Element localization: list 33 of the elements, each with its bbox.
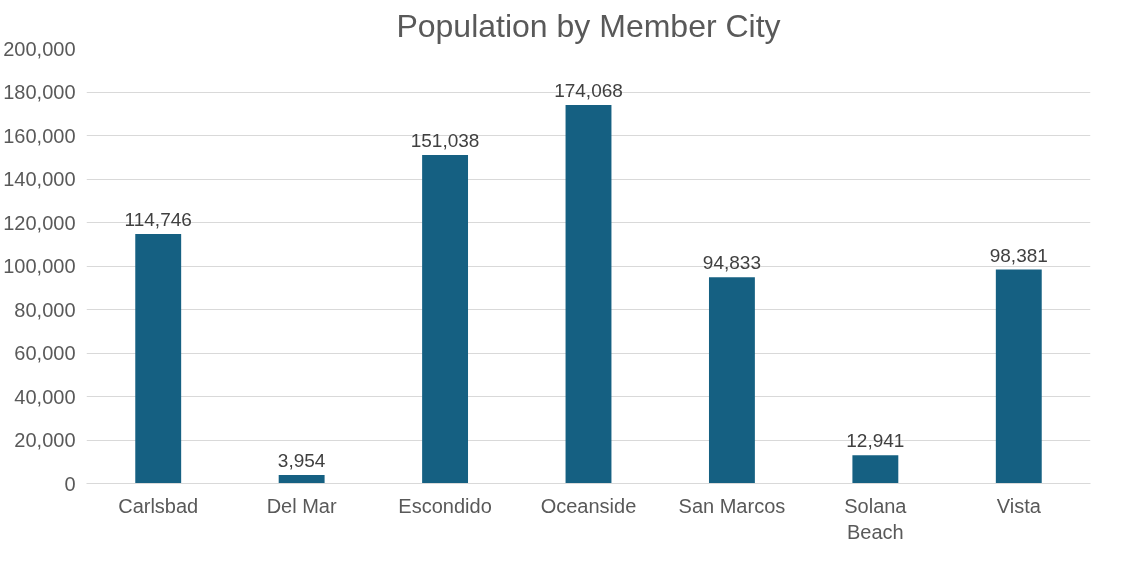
- y-tick-label: 140,000: [3, 168, 76, 190]
- data-label: 12,941: [846, 430, 905, 452]
- bar: [135, 233, 182, 484]
- bar: [278, 474, 325, 484]
- y-tick-label: 120,000: [3, 211, 76, 234]
- data-label: 94,833: [702, 252, 761, 274]
- y-tick-label: 200,000: [3, 37, 76, 60]
- data-label: 3,954: [277, 449, 326, 471]
- y-tick-label: 100,000: [3, 255, 76, 277]
- y-tick-label: 0: [64, 472, 76, 495]
- x-tick-label: Del Mar: [266, 494, 337, 517]
- y-tick-label: 20,000: [14, 429, 76, 451]
- y-tick-label: 60,000: [14, 342, 76, 364]
- x-tick-label: Escondido: [398, 494, 492, 517]
- y-tick-label: 40,000: [14, 385, 76, 408]
- x-tick-label: Oceanside: [540, 494, 637, 517]
- x-tick-label: Vista: [996, 494, 1042, 517]
- x-tick-label: San Marcos: [678, 494, 786, 517]
- bar: [852, 455, 899, 484]
- y-tick-label: 80,000: [14, 298, 76, 321]
- x-tick-label: Solana Beach: [844, 494, 908, 543]
- data-label: 174,068: [554, 79, 623, 101]
- data-label: 98,381: [989, 244, 1048, 266]
- bar: [565, 104, 612, 484]
- chart-title: Population by Member City: [396, 7, 781, 44]
- data-label: 151,038: [410, 129, 480, 151]
- bar: [422, 154, 469, 484]
- y-tick-label: 160,000: [3, 124, 76, 147]
- data-label: 114,746: [124, 208, 192, 230]
- bar: [708, 277, 755, 484]
- x-tick-label: Carlsbad: [118, 494, 199, 517]
- y-tick-label: 180,000: [3, 81, 76, 103]
- bar: [995, 269, 1042, 484]
